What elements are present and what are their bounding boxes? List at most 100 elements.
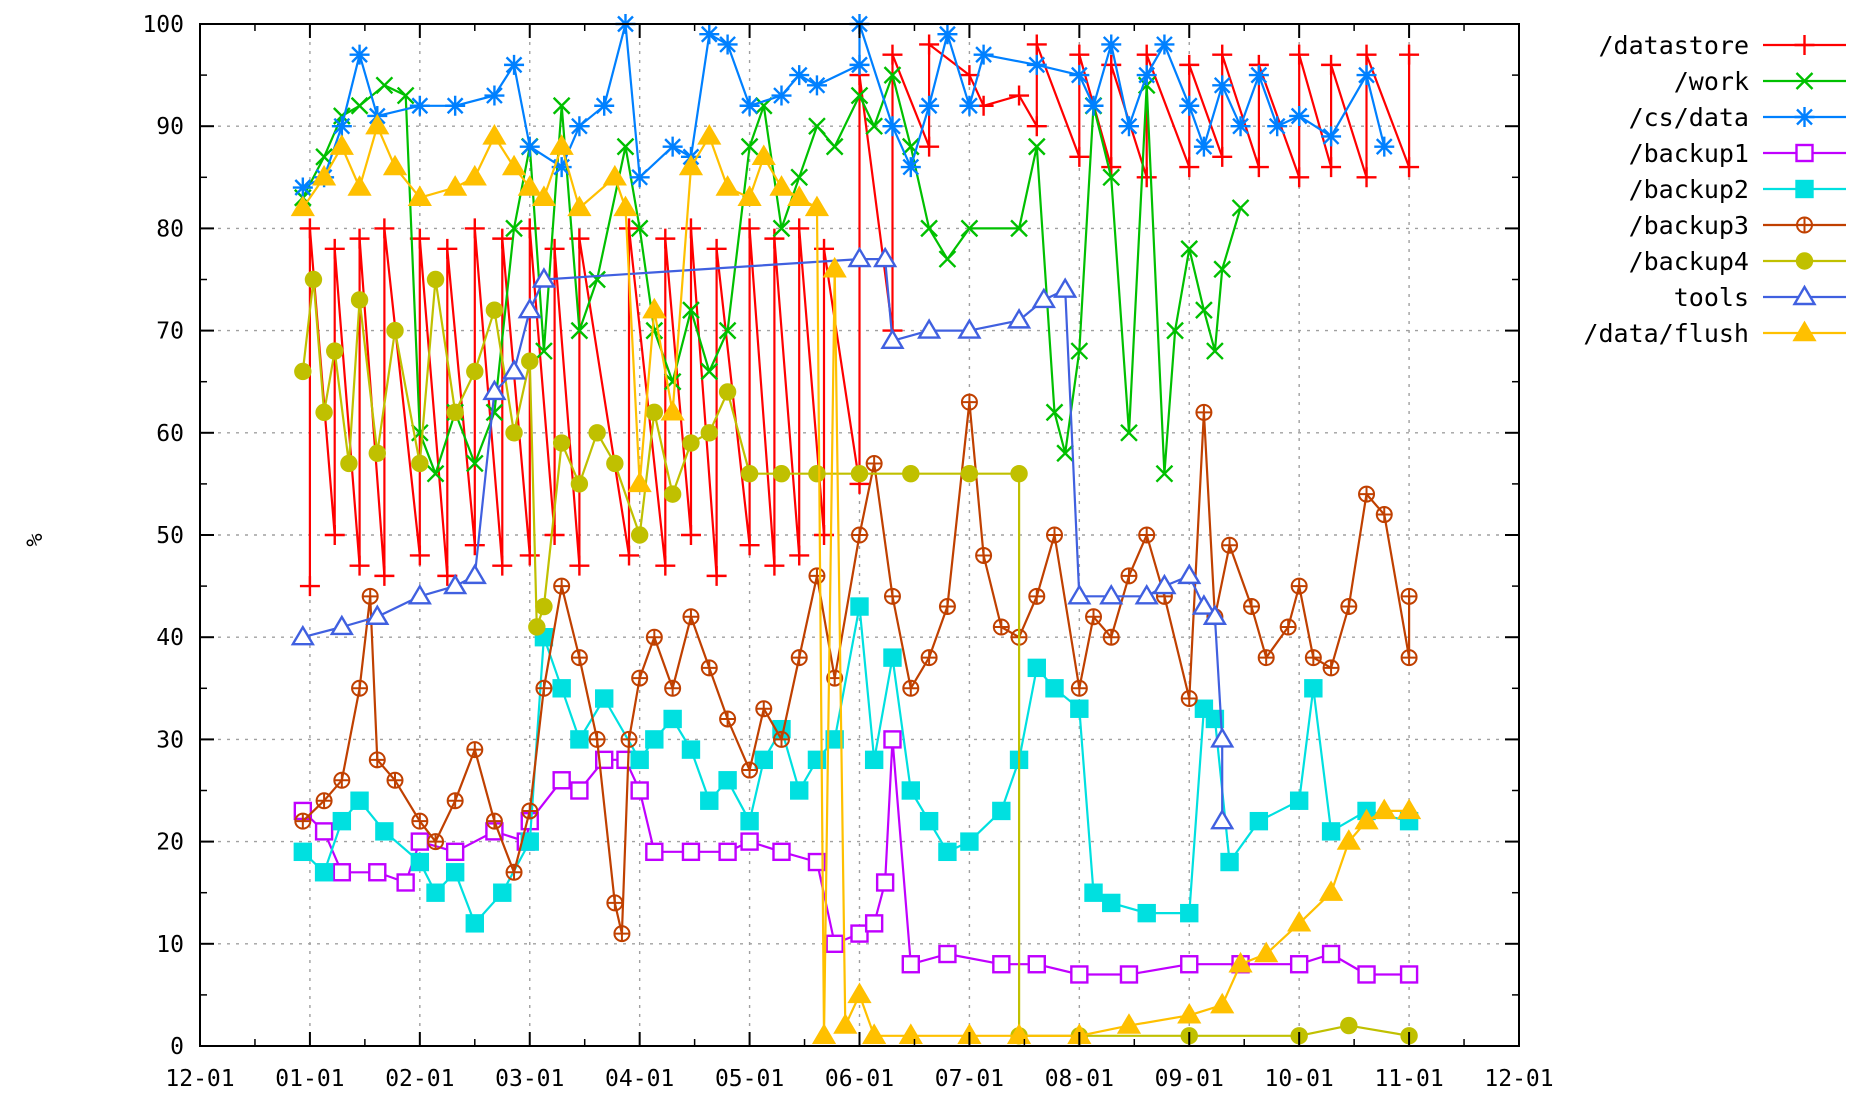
data-point [1399,44,1420,65]
data-point [1220,852,1239,872]
data-point [630,219,649,238]
data-point [616,137,635,156]
data-point [718,771,737,790]
data-point [426,464,445,483]
data-point [332,811,352,831]
data-point [1290,577,1308,595]
data-point [787,185,812,206]
data-point [769,175,794,196]
data-point [1289,105,1310,126]
data-point [901,955,920,974]
data-point [1212,75,1233,96]
data-point [347,175,372,196]
data-point [862,1023,887,1044]
data-point [1136,167,1157,188]
data-point [535,342,553,360]
legend-label: tools [1674,283,1749,312]
data-point [1249,811,1269,831]
series-backup4 [294,270,1418,1045]
data-point [1213,260,1232,279]
data-point [386,321,404,340]
data-point [409,95,430,116]
data-point [789,65,810,86]
data-point [619,218,640,239]
data-point [790,168,809,187]
data-point [1195,301,1213,320]
data-point [368,863,387,882]
x-tick-label: 03-01 [495,1066,564,1092]
data-point [938,842,957,862]
data-point [1191,594,1217,615]
data-point [1027,658,1046,678]
data-point [1221,536,1239,554]
data-point [443,573,468,595]
data-point [1177,1002,1202,1024]
data-point [1136,65,1157,86]
series-line [302,22,1386,189]
series-backup1 [293,730,1419,984]
axis-ticks: 0 10 20 30 40 50 60 70 80 90 100 12-01 01-01 02-01 03-… [142,12,1553,1092]
data-point [1289,955,1309,974]
data-point [445,863,465,882]
data-point [332,863,352,882]
data-point [755,700,773,718]
data-point [293,842,313,862]
data-point [992,618,1010,636]
data-point [737,185,762,206]
data-point [411,454,429,473]
legend-swatch-marker [1796,216,1814,234]
data-point [409,545,430,566]
data-point [492,555,513,576]
data-point [920,649,938,667]
data-point [664,679,682,697]
data-point [680,525,701,545]
data-point [426,270,445,289]
x-tick-label: 07-01 [935,1066,1004,1092]
data-point [567,195,592,217]
data-point [1321,822,1341,841]
data-point [1267,116,1288,137]
legend-label: /backup2 [1629,175,1749,204]
data-point [407,583,432,605]
data-point [1120,567,1138,585]
data-point [808,117,826,136]
data-point [552,96,571,115]
data-point [875,873,895,892]
data-point [718,842,737,862]
y-tick-label: 70 [156,319,184,345]
y-tick-label: 20 [156,830,184,856]
data-point [700,424,718,442]
data-point [1375,506,1393,523]
x-tick-label: 09-01 [1155,1066,1224,1092]
y-tick-label: 100 [142,12,184,38]
data-point [1230,116,1251,137]
data-point [960,393,978,411]
data-point [1304,649,1322,667]
data-point [1099,583,1124,605]
data-point [464,218,485,239]
data-point [764,228,785,249]
data-point [1321,126,1342,147]
data-point [374,218,395,239]
data-point [446,403,464,422]
data-point [588,730,606,748]
data-point [501,359,527,380]
data-point [314,822,334,841]
data-point [1069,65,1090,86]
data-point [1177,563,1202,585]
data-point [326,342,344,360]
data-point [315,792,333,810]
data-point [1009,85,1030,106]
data-point [959,95,980,116]
data-point [375,822,394,841]
x-tick-label: 04-01 [605,1066,674,1092]
data-point [806,75,827,96]
data-point [804,195,830,217]
data-point [919,136,940,157]
legend-entry: /backup3 [1629,211,1846,240]
data-point [1070,965,1089,984]
data-point [535,679,553,697]
data-point [1180,690,1198,707]
data-point [1045,679,1064,698]
data-point [445,95,466,116]
